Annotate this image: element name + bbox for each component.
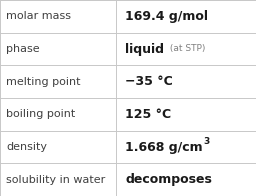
Text: liquid: liquid xyxy=(125,43,164,55)
Text: −35 °C: −35 °C xyxy=(125,75,173,88)
Text: phase: phase xyxy=(6,44,40,54)
Text: 1.668 g/cm: 1.668 g/cm xyxy=(125,141,203,153)
Text: boiling point: boiling point xyxy=(6,109,76,119)
Text: decomposes: decomposes xyxy=(125,173,212,186)
Text: melting point: melting point xyxy=(6,77,81,87)
Text: (at STP): (at STP) xyxy=(167,44,206,54)
Text: molar mass: molar mass xyxy=(6,11,71,21)
Text: 169.4 g/mol: 169.4 g/mol xyxy=(125,10,208,23)
Text: density: density xyxy=(6,142,47,152)
Text: 3: 3 xyxy=(203,137,209,146)
Text: 125 °C: 125 °C xyxy=(125,108,172,121)
Text: solubility in water: solubility in water xyxy=(6,175,106,185)
